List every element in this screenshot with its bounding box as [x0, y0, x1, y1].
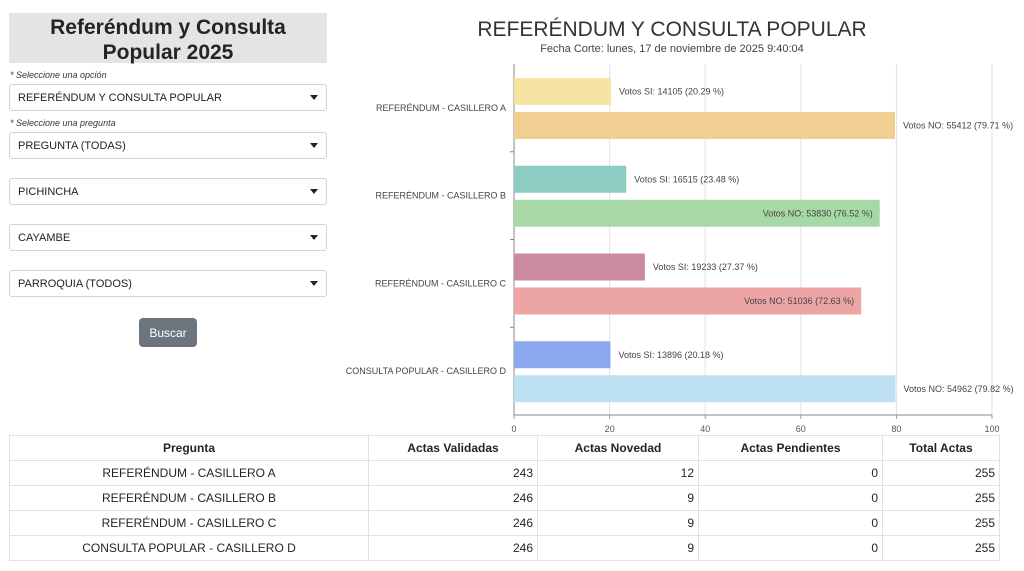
chart-title: REFERÉNDUM Y CONSULTA POPULAR [477, 18, 867, 41]
cell-actas-pendientes: 0 [698, 510, 883, 536]
table-row: REFERÉNDUM - CASILLERO A 243 12 0 255 [9, 460, 1000, 486]
cell-actas-pendientes: 0 [698, 485, 883, 511]
search-button[interactable]: Buscar [139, 318, 197, 347]
x-tick-label: 100 [984, 424, 999, 434]
bar-no [514, 112, 896, 139]
data-label: Votos NO: 55412 (79.71 %) [903, 121, 1013, 131]
bar-si [514, 253, 645, 281]
question-select[interactable]: PREGUNTA (TODAS) [9, 132, 327, 159]
data-label: Votos SI: 14105 (20.29 %) [619, 87, 724, 97]
chevron-down-icon [310, 143, 318, 148]
cell-pregunta: REFERÉNDUM - CASILLERO A [9, 460, 369, 486]
category-label: CONSULTA POPULAR - CASILLERO D [346, 366, 507, 376]
cell-actas-pendientes: 0 [698, 460, 883, 486]
canton-select[interactable]: CAYAMBE [9, 224, 327, 251]
category-label: REFERÉNDUM - CASILLERO A [376, 103, 506, 113]
cell-actas-novedad: 12 [537, 460, 699, 486]
bar-no [514, 199, 880, 227]
option-hint: * Seleccione una opción [10, 70, 107, 80]
cell-actas-validadas: 246 [368, 510, 538, 536]
data-label: Votos SI: 13896 (20.18 %) [618, 350, 723, 360]
cell-pregunta: CONSULTA POPULAR - CASILLERO D [9, 535, 369, 561]
table-row: REFERÉNDUM - CASILLERO B 246 9 0 255 [9, 485, 1000, 511]
cell-total-actas: 255 [882, 485, 1000, 511]
chevron-down-icon [310, 281, 318, 286]
cell-actas-validadas: 246 [368, 535, 538, 561]
data-label: Votos NO: 54962 (79.82 %) [904, 384, 1014, 394]
cell-total-actas: 255 [882, 460, 1000, 486]
category-label: REFERÉNDUM - CASILLERO B [375, 191, 506, 201]
cell-pregunta: REFERÉNDUM - CASILLERO C [9, 510, 369, 536]
bar-si [514, 341, 611, 369]
table-row: CONSULTA POPULAR - CASILLERO D 246 9 0 2… [9, 535, 1000, 561]
header-total-actas: Total Actas [882, 435, 1000, 461]
cell-actas-validadas: 246 [368, 485, 538, 511]
cell-actas-novedad: 9 [537, 510, 699, 536]
option-select-value: REFERÉNDUM Y CONSULTA POPULAR [18, 91, 222, 104]
parish-select-value: PARROQUIA (TODOS) [18, 277, 132, 290]
province-select[interactable]: PICHINCHA [9, 178, 327, 205]
header-actas-novedad: Actas Novedad [537, 435, 699, 461]
chevron-down-icon [310, 95, 318, 100]
table-header-row: Pregunta Actas Validadas Actas Novedad A… [9, 435, 1000, 461]
cell-actas-novedad: 9 [537, 535, 699, 561]
header-pregunta: Pregunta [9, 435, 369, 461]
cell-total-actas: 255 [882, 510, 1000, 536]
question-hint: * Seleccione una pregunta [10, 118, 116, 128]
bar-si [514, 165, 627, 193]
cell-actas-validadas: 243 [368, 460, 538, 486]
data-label: Votos SI: 19233 (27.37 %) [653, 262, 758, 272]
option-select[interactable]: REFERÉNDUM Y CONSULTA POPULAR [9, 84, 327, 111]
chevron-down-icon [310, 189, 318, 194]
summary-table: Pregunta Actas Validadas Actas Novedad A… [9, 435, 1000, 561]
cell-actas-pendientes: 0 [698, 535, 883, 561]
cell-pregunta: REFERÉNDUM - CASILLERO B [9, 485, 369, 511]
bar-no [514, 375, 896, 403]
x-tick-label: 80 [891, 424, 901, 434]
data-label: Votos NO: 51036 (72.63 %) [744, 296, 854, 306]
parish-select[interactable]: PARROQUIA (TODOS) [9, 270, 327, 297]
chart-subtitle: Fecha Corte: lunes, 17 de noviembre de 2… [540, 43, 804, 55]
x-tick-label: 60 [796, 424, 806, 434]
x-tick-label: 0 [511, 424, 516, 434]
canton-select-value: CAYAMBE [18, 231, 71, 244]
x-tick-label: 40 [700, 424, 710, 434]
table-row: REFERÉNDUM - CASILLERO C 246 9 0 255 [9, 510, 1000, 536]
category-label: REFERÉNDUM - CASILLERO C [375, 278, 507, 288]
data-label: Votos NO: 53830 (76.52 %) [763, 208, 873, 218]
bar-chart: 0 20 40 60 80 100 REFERÉNDUM - CASILLERO A REFE… [346, 64, 1014, 434]
x-tick-label: 20 [605, 424, 615, 434]
header-actas-pendientes: Actas Pendientes [698, 435, 883, 461]
chevron-down-icon [310, 235, 318, 240]
province-select-value: PICHINCHA [18, 185, 79, 198]
page-title: Referéndum y Consulta Popular 2025 [9, 13, 327, 64]
header-actas-validadas: Actas Validadas [368, 435, 538, 461]
cell-total-actas: 255 [882, 535, 1000, 561]
data-label: Votos SI: 16515 (23.48 %) [634, 174, 739, 184]
bar-no [514, 287, 862, 315]
filter-panel: Referéndum y Consulta Popular 2025 * Sel… [9, 13, 327, 297]
question-select-value: PREGUNTA (TODAS) [18, 139, 126, 152]
cell-actas-novedad: 9 [537, 485, 699, 511]
bar-si [514, 78, 611, 105]
